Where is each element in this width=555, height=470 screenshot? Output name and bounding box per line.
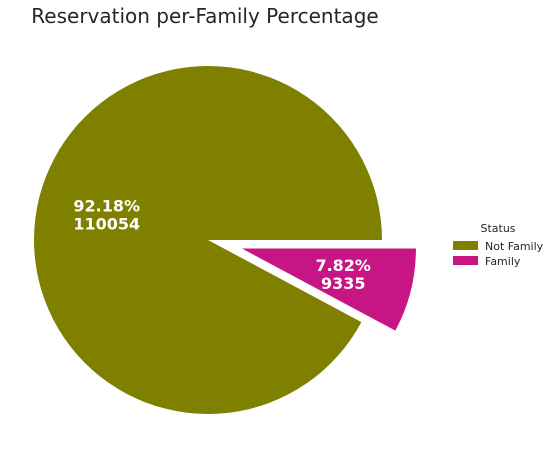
pie-labels: 92.18% 110054 7.82% 9335	[73, 197, 371, 293]
slice-data-label: 92.18% 110054	[73, 197, 140, 234]
legend: Status Not Family Family	[453, 222, 544, 268]
legend-label-family: Family	[485, 255, 521, 268]
pie-slice-not-family	[34, 65, 382, 414]
legend-label-not-family: Not Family	[485, 240, 544, 253]
legend-title: Status	[480, 222, 515, 235]
legend-swatch-family	[453, 256, 478, 265]
pie-slice-family	[241, 248, 416, 331]
slice-data-label: 7.82% 9335	[315, 256, 371, 293]
legend-swatch-not-family	[453, 241, 478, 250]
pie-slices	[34, 65, 416, 414]
chart-title: Reservation per-Family Percentage	[31, 4, 378, 28]
